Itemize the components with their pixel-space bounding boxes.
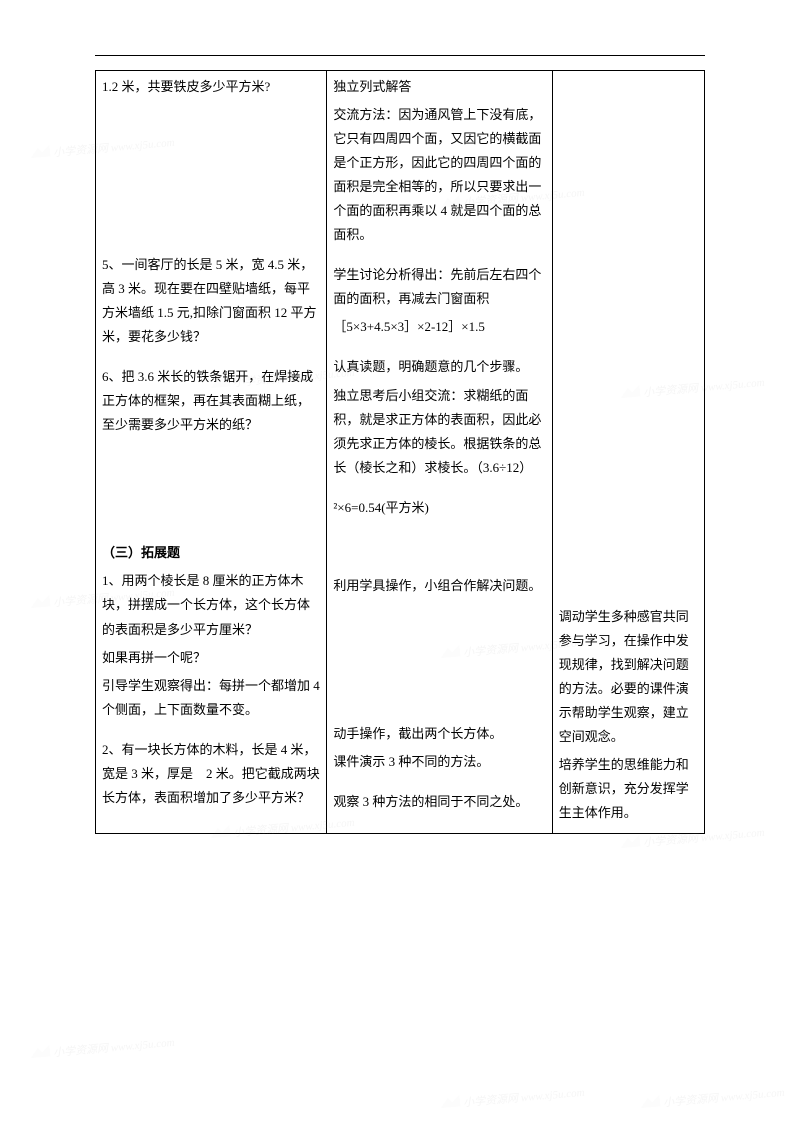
section-title: （三）拓展题 <box>102 541 320 565</box>
column-answers: 独立列式解答 交流方法：因为通风管上下没有底，它只有四周四个面，又因它的横截面是… <box>327 71 552 834</box>
a6-b: 独立思考后小组交流：求糊纸的面积，就是求正方体的表面积，因此必须先求正方体的棱长… <box>333 384 545 480</box>
ext-a: 利用学具操作，小组合作解决问题。 <box>333 574 545 598</box>
watermark: 小学资源网 www.xj5u.com <box>640 1084 786 1113</box>
watermark: 小学资源网 www.xj5u.com <box>30 1034 176 1063</box>
column-questions: 1.2 米，共要铁皮多少平方米? 5、一间客厅的长是 5 米，宽 4.5 米，高… <box>96 71 327 834</box>
note2: 培养学生的思维能力和创新意识，充分发挥学生主体作用。 <box>559 753 698 825</box>
a6-c: ²×6=0.54(平方米) <box>333 496 545 520</box>
a4-a: 独立列式解答 <box>333 75 545 99</box>
q5-text: 5、一间客厅的长是 5 米，宽 4.5 米，高 3 米。现在要在四壁贴墙纸，每平… <box>102 253 320 349</box>
watermark: 小学资源网 www.xj5u.com <box>440 1084 586 1113</box>
a5-b: ［5×3+4.5×3］×2-12］×1.5 <box>333 315 545 339</box>
header-rule <box>95 55 705 56</box>
ext1-c: 引导学生观察得出：每拼一个都增加 4 个侧面，上下面数量不变。 <box>102 674 320 722</box>
a5-a: 学生讨论分析得出：先前后左右四个面的面积，再减去门窗面积 <box>333 263 545 311</box>
column-notes: 调动学生多种感官共同参与学习，在操作中发现规律，找到解决问题的方法。必要的课件演… <box>552 71 704 834</box>
table-row: 1.2 米，共要铁皮多少平方米? 5、一间客厅的长是 5 米，宽 4.5 米，高… <box>96 71 705 834</box>
lesson-table: 1.2 米，共要铁皮多少平方米? 5、一间客厅的长是 5 米，宽 4.5 米，高… <box>95 70 705 834</box>
note1: 调动学生多种感官共同参与学习，在操作中发现规律，找到解决问题的方法。必要的课件演… <box>559 605 698 749</box>
q6-text: 6、把 3.6 米长的铁条锯开，在焊接成正方体的框架，再在其表面糊上纸，至少需要… <box>102 365 320 437</box>
q4-text: 1.2 米，共要铁皮多少平方米? <box>102 75 320 99</box>
ext1-a: 1、用两个棱长是 8 厘米的正方体木块，拼摆成一个长方体，这个长方体的表面积是多… <box>102 569 320 641</box>
a6-a: 认真读题，明确题意的几个步骤。 <box>333 355 545 379</box>
ext1-b: 如果再拼一个呢？ <box>102 646 320 670</box>
ext2-a: 动手操作，截出两个长方体。 <box>333 722 545 746</box>
ext2: 2、有一块长方体的木料，长是 4 米，宽是 3 米，厚是 2 米。把它截成两块长… <box>102 738 320 810</box>
ext2-b: 课件演示 3 种不同的方法。 <box>333 750 545 774</box>
a4-b: 交流方法：因为通风管上下没有底，它只有四周四个面，又因它的横截面是个正方形，因此… <box>333 103 545 247</box>
ext2-c: 观察 3 种方法的相同于不同之处。 <box>333 790 545 814</box>
